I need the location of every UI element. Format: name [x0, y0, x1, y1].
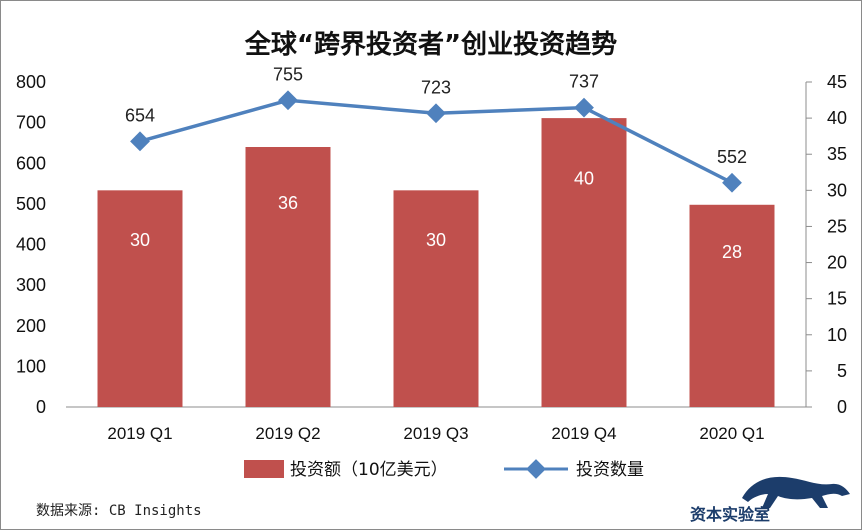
chart-title: 全球“跨界投资者”创业投资趋势: [244, 29, 617, 60]
left-tick-label: 800: [16, 72, 46, 92]
line-series: 654 755 723 737 552: [125, 64, 747, 193]
left-axis: 0 100 200 300 400 500 600 700 800: [16, 72, 46, 417]
source-note: 数据来源: CB Insights: [36, 503, 202, 519]
bar-series: [97, 118, 775, 407]
left-tick-label: 100: [16, 356, 46, 376]
bar-value-label: 36: [278, 193, 298, 213]
category-label: 2019 Q3: [403, 424, 468, 443]
bar: [245, 147, 331, 407]
left-tick-label: 0: [36, 397, 46, 417]
left-tick-label: 400: [16, 235, 46, 255]
left-tick-label: 500: [16, 194, 46, 214]
right-tick-label: 15: [827, 289, 847, 309]
right-tick-label: 5: [837, 361, 847, 381]
line-marker: [722, 172, 742, 193]
bar-value-label: 30: [426, 230, 446, 250]
legend: 投资额（10亿美元） 投资数量: [244, 459, 644, 480]
bar-labels: 30 36 30 40 28: [130, 168, 742, 262]
bar-value-label: 28: [722, 242, 742, 262]
line-value-label: 552: [717, 147, 747, 167]
right-tick-label: 10: [827, 325, 847, 345]
bar: [689, 204, 775, 407]
right-tick-label: 40: [827, 108, 847, 128]
right-tick-label: 0: [837, 397, 847, 417]
right-tick-label: 45: [827, 72, 847, 92]
legend-line-label: 投资数量: [576, 460, 644, 480]
line-value-label: 737: [569, 72, 599, 92]
line-value-label: 723: [421, 77, 451, 97]
line-marker: [426, 103, 446, 124]
left-tick-label: 700: [16, 113, 46, 133]
right-axis: 0 5 10 15 20 25 30 35 40 45: [806, 72, 847, 417]
right-tick-label: 20: [827, 253, 847, 273]
legend-line-marker: [526, 459, 546, 479]
watermark-text: 资本实验室: [690, 505, 770, 524]
watermark-logo: 资本实验室: [690, 476, 850, 524]
bar: [541, 118, 627, 407]
line-value-label: 654: [125, 105, 155, 125]
category-label: 2019 Q4: [551, 424, 616, 443]
line-marker: [130, 131, 150, 152]
category-labels: 2019 Q1 2019 Q2 2019 Q3 2019 Q4 2020 Q1: [107, 424, 764, 443]
left-tick-label: 200: [16, 316, 46, 336]
left-tick-label: 300: [16, 275, 46, 295]
category-label: 2019 Q1: [107, 424, 172, 443]
right-tick-label: 30: [827, 180, 847, 200]
line-value-label: 755: [273, 64, 303, 84]
legend-bar-swatch: [244, 460, 284, 478]
right-tick-label: 35: [827, 144, 847, 164]
left-tick-label: 600: [16, 153, 46, 173]
category-label: 2020 Q1: [699, 424, 764, 443]
line-marker: [278, 90, 298, 111]
bar-value-label: 30: [130, 230, 150, 250]
right-tick-label: 25: [827, 216, 847, 236]
bar-value-label: 40: [574, 168, 594, 188]
bar: [393, 190, 479, 407]
legend-bar-label: 投资额（10亿美元）: [290, 460, 448, 480]
leopard-icon: [742, 476, 850, 508]
line-marker: [574, 97, 594, 118]
bar: [97, 190, 183, 407]
category-label: 2019 Q2: [255, 424, 320, 443]
